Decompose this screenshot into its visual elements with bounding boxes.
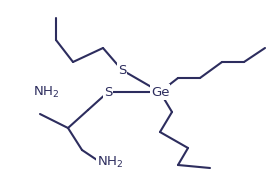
Text: NH$_2$: NH$_2$	[33, 84, 59, 100]
Text: S: S	[118, 64, 126, 76]
Text: NH$_2$: NH$_2$	[97, 154, 123, 170]
Text: S: S	[104, 85, 112, 98]
Text: Ge: Ge	[151, 85, 169, 98]
